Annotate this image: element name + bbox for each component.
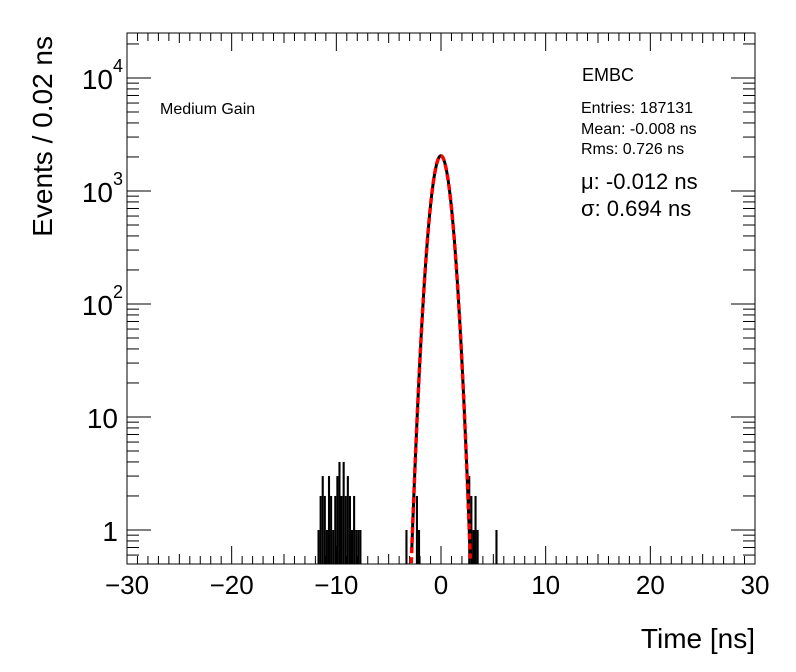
histogram-bar: [330, 495, 333, 564]
stats-mean: Mean: -0.008 ns: [581, 121, 697, 138]
x-tick-label: −30: [105, 570, 149, 600]
x-tick-label: 0: [434, 570, 448, 600]
histogram-bar: [346, 476, 349, 564]
x-tick-label: −10: [314, 570, 358, 600]
histogram-bar: [417, 529, 421, 564]
histogram-bar: [353, 495, 356, 564]
y-tick-label: 10: [82, 64, 113, 95]
stats-title: EMBC: [582, 65, 634, 85]
gaussian-fit: [409, 154, 473, 564]
y-tick-label: 10: [87, 403, 118, 434]
histogram-bar: [472, 529, 475, 564]
histogram-bar: [338, 461, 341, 564]
histogram-bar: [342, 461, 345, 564]
x-axis-title: Time [ns]: [641, 623, 755, 654]
fit-mu: μ: -0.012 ns: [581, 169, 698, 194]
x-tick-label: 20: [636, 570, 665, 600]
y-tick-exponent: 2: [113, 282, 123, 302]
histogram-bar: [340, 495, 343, 564]
histogram-bar: [350, 529, 354, 564]
histogram-bar: [334, 495, 337, 564]
gaussian-fit-curve: [409, 154, 473, 564]
histogram-bar: [476, 529, 479, 564]
histogram-bar: [327, 476, 331, 564]
histogram-bar: [405, 529, 408, 564]
histogram-bar: [332, 529, 335, 564]
histogram-bar: [474, 495, 477, 564]
y-tick-label: 1: [102, 516, 118, 547]
y-tick-label: 10: [82, 177, 113, 208]
histogram-bar: [336, 476, 339, 564]
histogram-series: [317, 461, 498, 564]
histogram-bar: [317, 529, 320, 564]
histogram-bar: [325, 529, 328, 564]
histogram-bar: [344, 495, 347, 564]
histogram-bar: [359, 529, 362, 564]
stats-rms: Rms: 0.726 ns: [581, 141, 684, 158]
y-tick-label: 10: [82, 290, 113, 321]
histogram-bar: [415, 495, 418, 564]
stats-entries: Entries: 187131: [581, 100, 693, 117]
x-tick-label: 10: [531, 570, 560, 600]
x-tick-label: 30: [741, 570, 770, 600]
y-axis-title: Events / 0.02 ns: [27, 36, 58, 237]
histogram-bar: [470, 495, 473, 564]
axis-ticks: [126, 33, 756, 565]
histogram-bar: [357, 529, 360, 564]
x-tick-label: −20: [210, 570, 254, 600]
fit-sigma: σ: 0.694 ns: [581, 196, 691, 221]
histogram-bar: [323, 495, 326, 564]
histogram-bar: [319, 495, 322, 564]
panel-label: Medium Gain: [160, 101, 255, 118]
histogram-bar: [495, 529, 498, 564]
histogram-bar: [355, 529, 358, 564]
histogram-bar: [321, 476, 324, 564]
y-tick-exponent: 4: [113, 56, 123, 76]
histogram-bar: [348, 495, 351, 564]
y-tick-exponent: 3: [113, 169, 123, 189]
